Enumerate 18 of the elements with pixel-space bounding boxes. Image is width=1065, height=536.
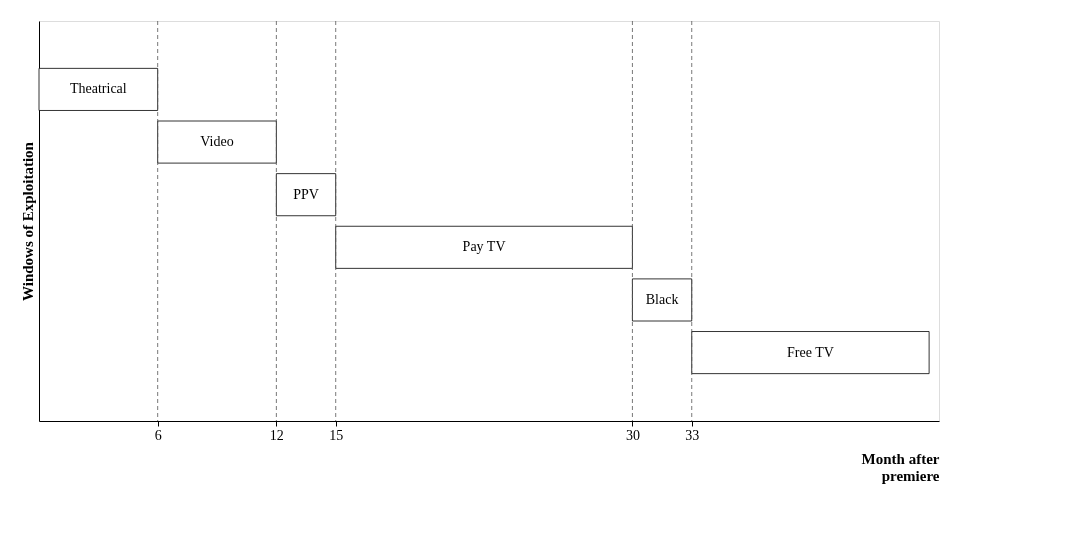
x-tick-label: 30 [625, 427, 640, 443]
bar [157, 120, 277, 164]
y-axis-title: Windows of Exploitation [19, 141, 36, 301]
bar [275, 173, 337, 217]
bar [691, 331, 930, 375]
y-tick-label: Black [645, 291, 679, 307]
y-tick-label: Theatrical [69, 81, 127, 97]
y-tick-label: PPV [293, 186, 319, 202]
y-tick-label: Pay TV [462, 239, 506, 255]
y-tick-label: Video [200, 134, 234, 150]
x-tick-label: 33 [685, 427, 700, 443]
bar [632, 278, 693, 322]
x-tick-label: 15 [329, 427, 344, 443]
y-tick-label: Free TV [787, 344, 834, 360]
x-tick-label: 12 [269, 427, 284, 443]
x-tick-label: 6 [154, 427, 162, 443]
bar [335, 225, 633, 269]
x-axis-title: Month after premiere [861, 450, 940, 484]
